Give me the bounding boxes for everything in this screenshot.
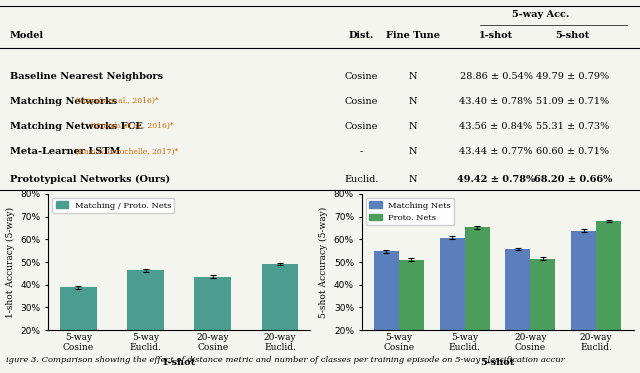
- Text: (Ravi & Larochelle, 2017)*: (Ravi & Larochelle, 2017)*: [73, 147, 178, 156]
- Text: Meta-Learner LSTM: Meta-Learner LSTM: [10, 147, 120, 156]
- Text: 5-way Acc.: 5-way Acc.: [512, 10, 570, 19]
- Text: (Vinyals et al., 2016)*: (Vinyals et al., 2016)*: [88, 122, 173, 130]
- Bar: [465, 227, 490, 373]
- Text: Model: Model: [10, 31, 44, 40]
- Text: Cosine: Cosine: [345, 122, 378, 131]
- Text: 5-shot: 5-shot: [556, 31, 590, 40]
- Text: 51.09 ± 0.71%: 51.09 ± 0.71%: [536, 97, 609, 106]
- Text: (Vinyals et al., 2016)*: (Vinyals et al., 2016)*: [73, 97, 158, 105]
- Text: 28.86 ± 0.54%: 28.86 ± 0.54%: [460, 72, 532, 81]
- Text: Fine Tune: Fine Tune: [386, 31, 440, 40]
- Bar: [262, 264, 298, 373]
- Text: N: N: [408, 72, 417, 81]
- Text: 49.42 ± 0.78%: 49.42 ± 0.78%: [457, 175, 535, 184]
- Text: 55.31 ± 0.73%: 55.31 ± 0.73%: [536, 122, 609, 131]
- Legend: Matching Nets, Proto. Nets: Matching Nets, Proto. Nets: [366, 198, 454, 225]
- Text: 43.56 ± 0.84%: 43.56 ± 0.84%: [460, 122, 532, 131]
- X-axis label: 5-shot: 5-shot: [481, 358, 515, 367]
- Text: 43.40 ± 0.78%: 43.40 ± 0.78%: [460, 97, 532, 106]
- Text: Prototypical Networks (Ours): Prototypical Networks (Ours): [10, 175, 170, 184]
- Text: 1-shot: 1-shot: [479, 31, 513, 40]
- Text: N: N: [408, 175, 417, 184]
- Text: N: N: [408, 97, 417, 106]
- Bar: [572, 231, 596, 373]
- Text: 43.44 ± 0.77%: 43.44 ± 0.77%: [460, 147, 532, 156]
- X-axis label: 1-shot: 1-shot: [162, 358, 196, 367]
- Text: 60.60 ± 0.71%: 60.60 ± 0.71%: [536, 147, 609, 156]
- Bar: [195, 276, 231, 373]
- Bar: [531, 259, 556, 373]
- Bar: [399, 260, 424, 373]
- Text: igure 3. Comparison showing the effect of distance metric and number of classes : igure 3. Comparison showing the effect o…: [6, 356, 565, 364]
- Text: Baseline Nearest Neighbors: Baseline Nearest Neighbors: [10, 72, 163, 81]
- Bar: [506, 249, 531, 373]
- Y-axis label: 5-shot Accuracy (5-way): 5-shot Accuracy (5-way): [319, 206, 328, 318]
- Y-axis label: 1-shot Accuracy (5-way): 1-shot Accuracy (5-way): [6, 207, 15, 317]
- Text: Cosine: Cosine: [345, 97, 378, 106]
- Bar: [60, 287, 97, 373]
- Text: Euclid.: Euclid.: [344, 175, 379, 184]
- Bar: [596, 221, 621, 373]
- Legend: Matching / Proto. Nets: Matching / Proto. Nets: [52, 198, 174, 213]
- Text: N: N: [408, 122, 417, 131]
- Bar: [127, 270, 164, 373]
- Text: Matching Networks: Matching Networks: [10, 97, 117, 106]
- Bar: [374, 251, 399, 373]
- Text: N: N: [408, 147, 417, 156]
- Text: Dist.: Dist.: [349, 31, 374, 40]
- Bar: [440, 238, 465, 373]
- Text: Cosine: Cosine: [345, 72, 378, 81]
- Text: -: -: [360, 147, 364, 156]
- Text: 49.79 ± 0.79%: 49.79 ± 0.79%: [536, 72, 609, 81]
- Text: 68.20 ± 0.66%: 68.20 ± 0.66%: [534, 175, 612, 184]
- Text: Matching Networks FCE: Matching Networks FCE: [10, 122, 143, 131]
